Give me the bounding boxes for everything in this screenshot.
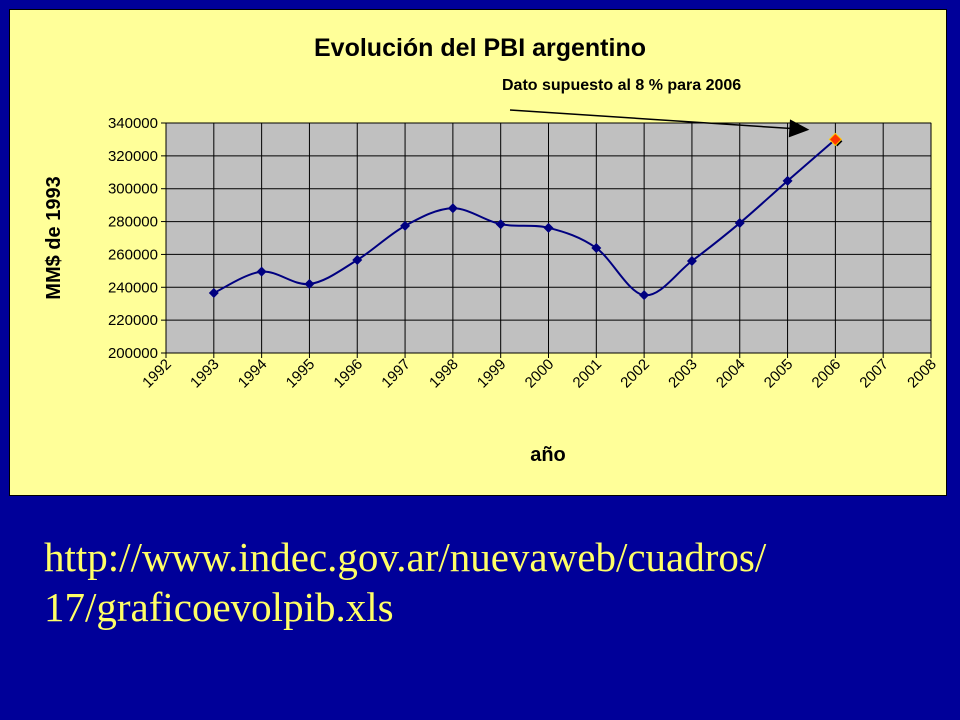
y-tick-label: 240000 <box>108 279 158 296</box>
x-tick-label: 1994 <box>235 356 271 392</box>
source-url[interactable]: http://www.indec.gov.ar/nuevaweb/cuadros… <box>44 532 944 632</box>
x-tick-label: 1996 <box>330 356 366 392</box>
data-point-marker <box>495 219 506 230</box>
annotation-arrow <box>509 109 806 131</box>
highlight-marker-2006 <box>828 132 843 147</box>
grid-lines <box>165 122 932 354</box>
x-tick-label: 1995 <box>283 356 319 392</box>
series-markers <box>208 132 843 301</box>
y-tick-label: 220000 <box>108 312 158 329</box>
data-point-marker <box>591 243 602 254</box>
x-tick-label: 2006 <box>809 356 845 392</box>
data-point-marker <box>782 175 793 186</box>
data-point-marker <box>447 203 458 214</box>
x-tick-label: 2004 <box>713 356 749 392</box>
series-line <box>213 138 837 297</box>
line-chart: Evolución del PBI argentino 200000 220000… <box>43 34 940 466</box>
x-tick-label: 1993 <box>187 356 223 392</box>
x-tick-label: 2002 <box>617 356 653 392</box>
data-point-marker <box>352 255 363 266</box>
x-tick-label: 1998 <box>426 356 462 392</box>
x-axis-title: año <box>530 444 566 466</box>
y-tick-label: 260000 <box>108 246 158 263</box>
x-tick-label: 2008 <box>904 356 940 392</box>
chart-panel: Evolución del PBI argentino 200000 220000… <box>9 9 947 496</box>
annotation-arrowhead <box>788 119 810 138</box>
x-tick-label: 2005 <box>761 356 797 392</box>
y-tick-label: 320000 <box>108 148 158 165</box>
annotation-text: Dato supuesto al 8 % para 2006 <box>502 77 741 94</box>
data-point-marker <box>304 279 315 289</box>
x-tick-label: 1997 <box>378 356 414 392</box>
x-tick-label: 2000 <box>522 356 558 392</box>
y-tick-label: 200000 <box>108 345 158 362</box>
data-point-marker <box>208 288 219 299</box>
data-point-marker <box>639 290 650 301</box>
y-tick-label: 340000 <box>108 115 158 132</box>
y-axis-title: MM$ de 1993 <box>43 176 65 299</box>
source-url-line-2[interactable]: 17/graficoevolpib.xls <box>44 584 394 630</box>
x-tick-label: 2007 <box>856 356 892 392</box>
y-axis-ticks: 200000 220000 240000 260000 280000 300000 3200… <box>108 115 166 362</box>
data-point-marker <box>256 266 267 277</box>
y-tick-label: 300000 <box>108 181 158 198</box>
x-tick-label: 1999 <box>474 356 510 392</box>
data-point-marker <box>686 256 697 266</box>
data-point-marker <box>543 222 554 233</box>
y-tick-label: 280000 <box>108 214 158 231</box>
chart-title: Evolución del PBI argentino <box>314 34 646 62</box>
data-point-marker <box>400 220 411 231</box>
data-point-marker <box>734 218 745 229</box>
x-tick-label: 2001 <box>570 356 606 392</box>
source-url-line-1[interactable]: http://www.indec.gov.ar/nuevaweb/cuadros… <box>44 534 767 580</box>
x-tick-label: 2003 <box>665 356 701 392</box>
x-axis-ticks: 1992 1993 1994 1995 1996 1997 1998 1999 2000 2001… <box>139 353 940 391</box>
